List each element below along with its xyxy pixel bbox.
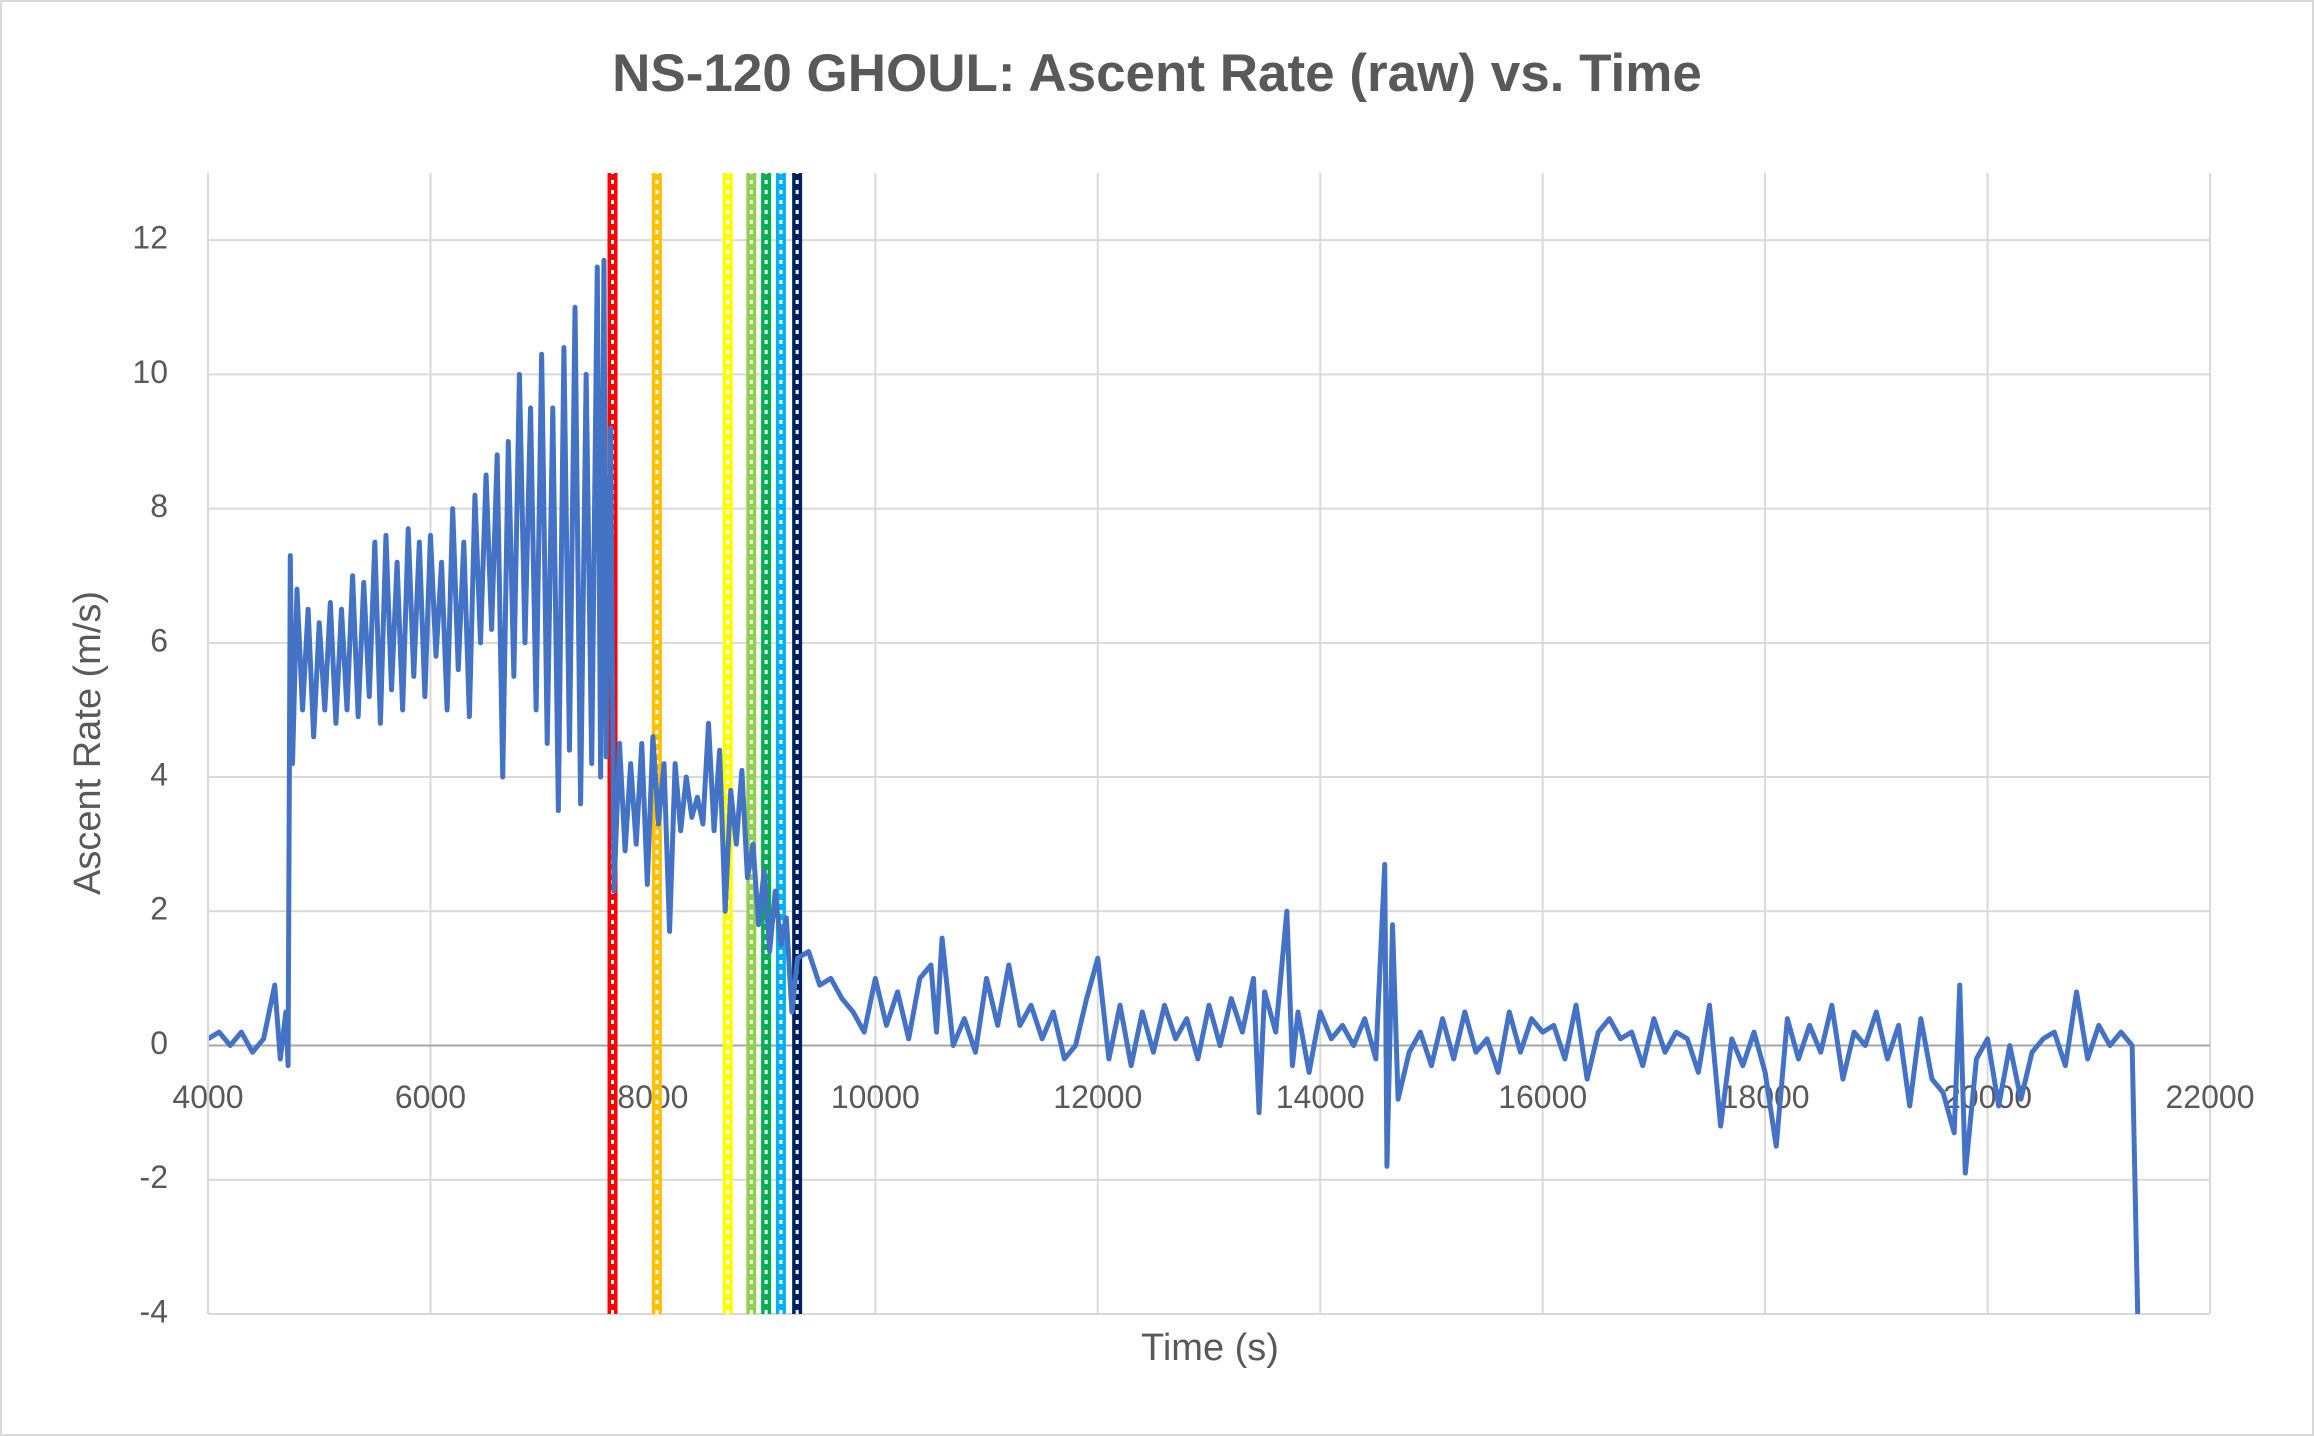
y-tick-label: 8 xyxy=(150,488,168,524)
y-tick-label: 12 xyxy=(132,220,168,256)
x-tick-label: 14000 xyxy=(1276,1079,1365,1115)
x-tick-label: 6000 xyxy=(395,1079,466,1115)
chart-title: NS-120 GHOUL: Ascent Rate (raw) vs. Time xyxy=(612,44,1702,103)
x-tick-label: 16000 xyxy=(1498,1079,1587,1115)
x-tick-label: 12000 xyxy=(1053,1079,1142,1115)
y-tick-label: 2 xyxy=(150,891,168,927)
y-tick-label: 0 xyxy=(150,1025,168,1061)
data-line xyxy=(206,257,2141,1315)
x-tick-label: 10000 xyxy=(831,1079,920,1115)
y-tick-label: -4 xyxy=(140,1293,168,1329)
x-tick-label: 22000 xyxy=(2166,1079,2255,1115)
y-tick-label: 4 xyxy=(150,757,168,793)
y-tick-label: -2 xyxy=(140,1159,168,1195)
x-axis-title: Time (s) xyxy=(1141,1327,1279,1369)
y-tick-label: 10 xyxy=(132,354,168,390)
y-axis-title: Ascent Rate (m/s) xyxy=(67,591,109,895)
y-tick-label: 6 xyxy=(150,622,168,658)
